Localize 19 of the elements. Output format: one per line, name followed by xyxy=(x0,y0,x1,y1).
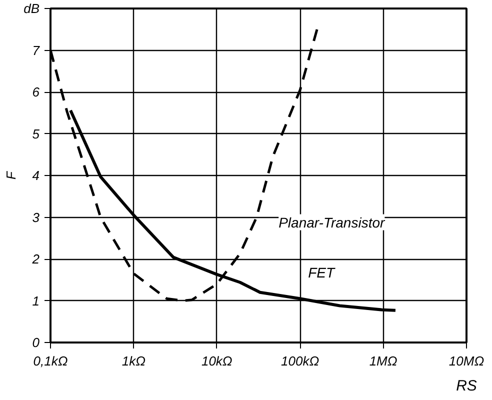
y-tick-label: 4 xyxy=(32,168,40,183)
x-tick-label: 10kΩ xyxy=(201,354,232,368)
y-tick-label: 2 xyxy=(31,252,40,266)
y-tick-label: 3 xyxy=(32,210,40,225)
x-tick-label: 10MΩ xyxy=(448,354,484,368)
y-tick-label: 6 xyxy=(32,84,40,100)
y-tick-label: dB xyxy=(24,1,40,16)
y-tick-label: 5 xyxy=(32,126,40,142)
x-tick-label: 100kΩ xyxy=(281,354,320,368)
y-tick-label: 1 xyxy=(32,293,40,308)
series-label: Planar-Transistor xyxy=(278,214,386,230)
x-tick-label: 1MΩ xyxy=(369,354,398,368)
y-axis-title: F xyxy=(4,170,19,180)
series-label: FET xyxy=(308,264,336,281)
y-tick-label: 0 xyxy=(32,335,40,350)
y-tick-label: 7 xyxy=(32,42,40,58)
x-tick-label: 0,1kΩ xyxy=(33,354,68,368)
x-axis-title: RS xyxy=(456,378,477,394)
x-tick-label: 1kΩ xyxy=(122,354,146,368)
